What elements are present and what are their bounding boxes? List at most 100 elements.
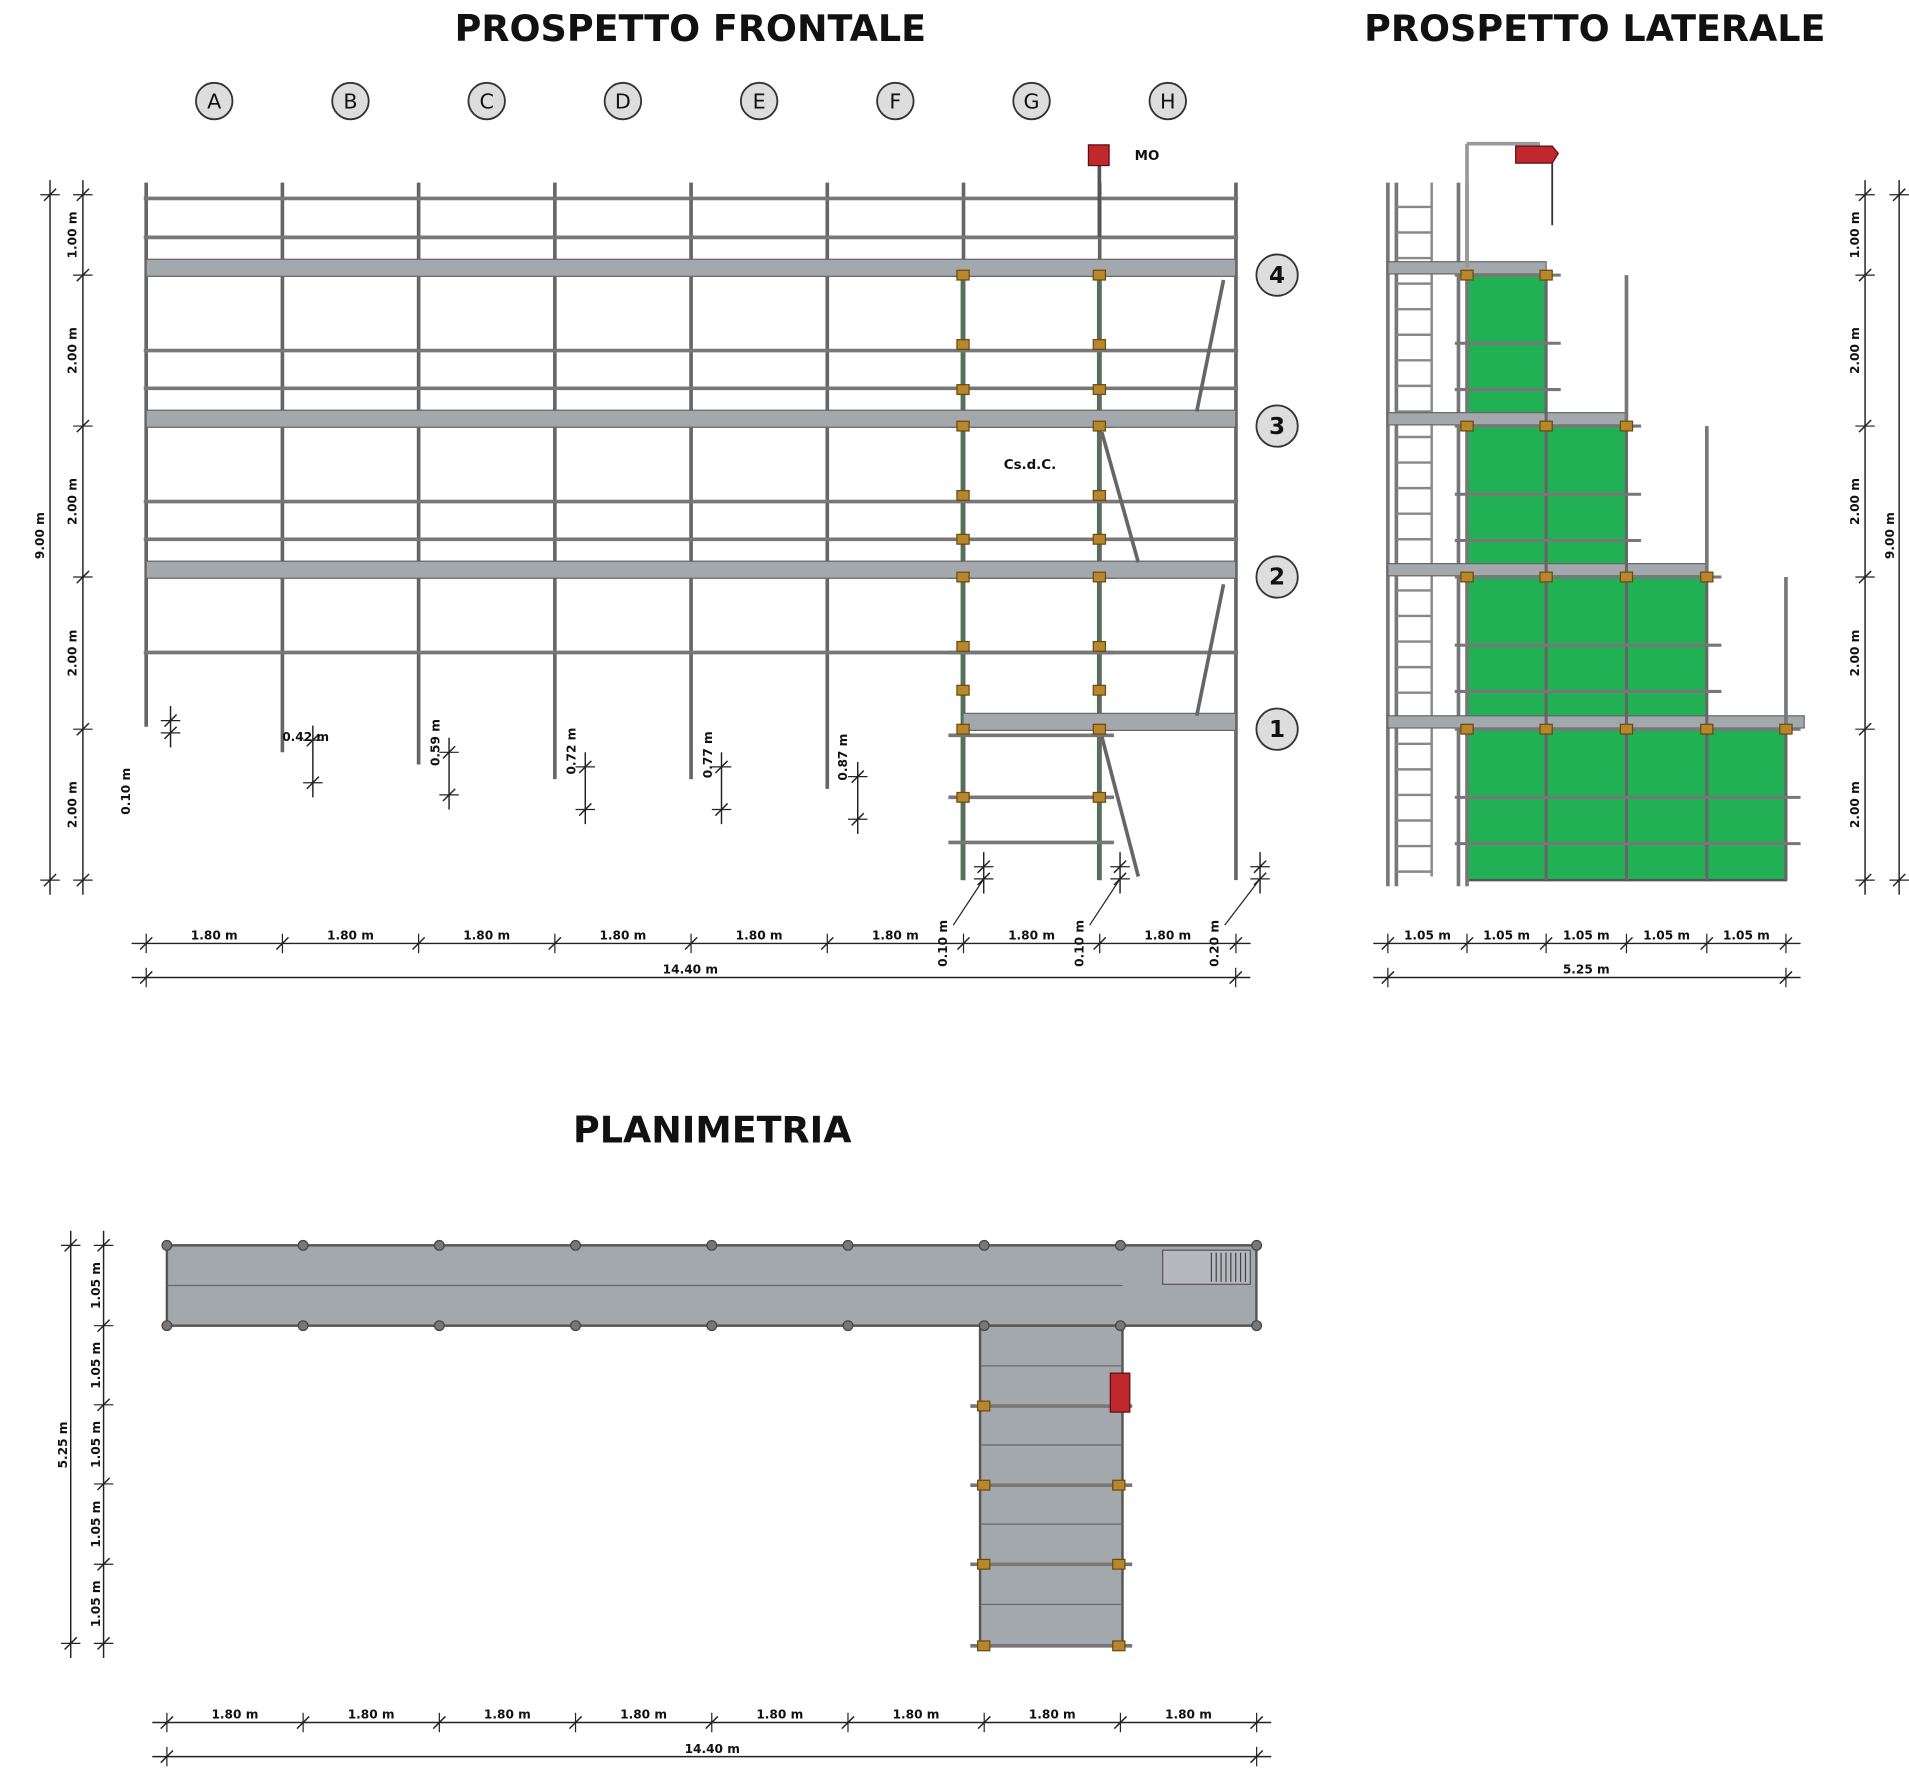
column-label: F: [889, 89, 901, 113]
column-marker: [1012, 81, 1051, 121]
dim-label: 0.10 m: [936, 920, 950, 967]
dim-label: 14.40 m: [663, 963, 718, 977]
dim-label: 5.25 m: [1563, 963, 1610, 977]
dim-label: 9.00 m: [33, 512, 47, 559]
deck: [145, 560, 1237, 579]
dim-label: 2.00 m: [66, 327, 80, 374]
level-marker: [1255, 555, 1299, 599]
dim-label: 2.00 m: [66, 781, 80, 828]
dim-label: 1.80 m: [1165, 1708, 1212, 1722]
coupler: [956, 269, 970, 281]
column-marker: [739, 81, 779, 121]
coupler: [1092, 791, 1107, 803]
hoist: [1109, 1372, 1131, 1413]
coupler: [1539, 571, 1553, 583]
dim-label: 1.05 m: [89, 1262, 103, 1309]
coupler: [956, 339, 970, 350]
title: PROSPETTO FRONTALE: [455, 7, 926, 50]
dim-label: 0.59 m: [428, 719, 442, 766]
dim-label: 0.77 m: [701, 731, 715, 778]
coupler: [977, 1558, 991, 1570]
leader: [1224, 878, 1261, 926]
column-marker: [876, 81, 915, 121]
column-label: H: [1160, 89, 1176, 113]
level-label: 1: [1269, 717, 1285, 743]
post: [842, 1320, 854, 1332]
post: [842, 1239, 854, 1251]
column-marker: [331, 81, 370, 121]
coupler: [956, 684, 970, 696]
hoist: [1087, 144, 1110, 167]
netting: [1705, 727, 1788, 882]
post: [433, 1320, 445, 1332]
coupler: [977, 1479, 991, 1491]
deck: [145, 258, 1237, 277]
dim-label: 1.80 m: [484, 1708, 531, 1722]
dim-label: 2.00 m: [1848, 781, 1862, 828]
column-label: A: [207, 89, 221, 113]
coupler: [1092, 533, 1107, 545]
post: [1251, 1239, 1263, 1251]
brace: [1100, 736, 1141, 877]
column-marker: [603, 81, 643, 121]
dim-label: 1.05 m: [1483, 929, 1530, 943]
coupler: [1112, 1640, 1126, 1652]
dim-label: 0.42 m: [282, 730, 329, 744]
column-label: G: [1024, 89, 1040, 113]
dim-label: 1.80 m: [327, 929, 374, 943]
coupler: [1700, 571, 1714, 583]
coupler: [977, 1640, 991, 1652]
level-marker: [1255, 253, 1299, 297]
post: [978, 1239, 990, 1251]
dim-label: 1.80 m: [620, 1708, 667, 1722]
coupler: [956, 640, 970, 652]
dim-label: 2.00 m: [66, 630, 80, 677]
tower-label: Cs.d.C.: [1004, 458, 1056, 473]
coupler: [956, 791, 970, 803]
post: [1114, 1239, 1126, 1251]
coupler: [1460, 420, 1474, 432]
coupler: [956, 533, 970, 545]
post: [706, 1239, 718, 1251]
dim-label: 0.10 m: [119, 768, 133, 815]
coupler: [1460, 571, 1474, 583]
coupler: [1112, 1558, 1126, 1570]
dim-label: 1.80 m: [736, 929, 783, 943]
coupler: [1092, 339, 1107, 350]
dim-label: 1.80 m: [348, 1708, 395, 1722]
dim-label: 1.05 m: [89, 1342, 103, 1389]
coupler: [1092, 420, 1107, 432]
dim-label: 1.00 m: [1848, 211, 1862, 258]
dim-label: 1.05 m: [1723, 929, 1770, 943]
dim-label: 1.80 m: [872, 929, 919, 943]
coupler: [1112, 1479, 1126, 1491]
coupler: [1539, 269, 1553, 281]
coupler: [1700, 723, 1714, 735]
deck: [1387, 412, 1628, 426]
dim-label: 0.72 m: [565, 728, 579, 775]
brace: [1194, 583, 1226, 717]
coupler: [1092, 384, 1107, 396]
level-label: 2: [1269, 565, 1285, 591]
dim-label: 1.05 m: [89, 1580, 103, 1627]
dim-label: 9.00 m: [1883, 512, 1897, 559]
coupler: [1092, 269, 1107, 281]
coupler: [956, 420, 970, 432]
dim-label: 1.80 m: [463, 929, 510, 943]
post: [297, 1320, 309, 1332]
coupler: [1619, 723, 1634, 735]
dim-label: 1.80 m: [1008, 929, 1055, 943]
level-label: 3: [1269, 414, 1285, 440]
post: [978, 1320, 990, 1332]
coupler: [1539, 723, 1553, 735]
hoist-label: MO: [1135, 149, 1160, 164]
brace: [1194, 279, 1226, 412]
post: [570, 1239, 582, 1251]
column-marker: [195, 81, 234, 121]
post: [570, 1320, 582, 1332]
coupler: [956, 489, 970, 501]
dim-label: 1.05 m: [89, 1421, 103, 1468]
deck: [1387, 715, 1805, 729]
column-label: B: [343, 89, 357, 113]
